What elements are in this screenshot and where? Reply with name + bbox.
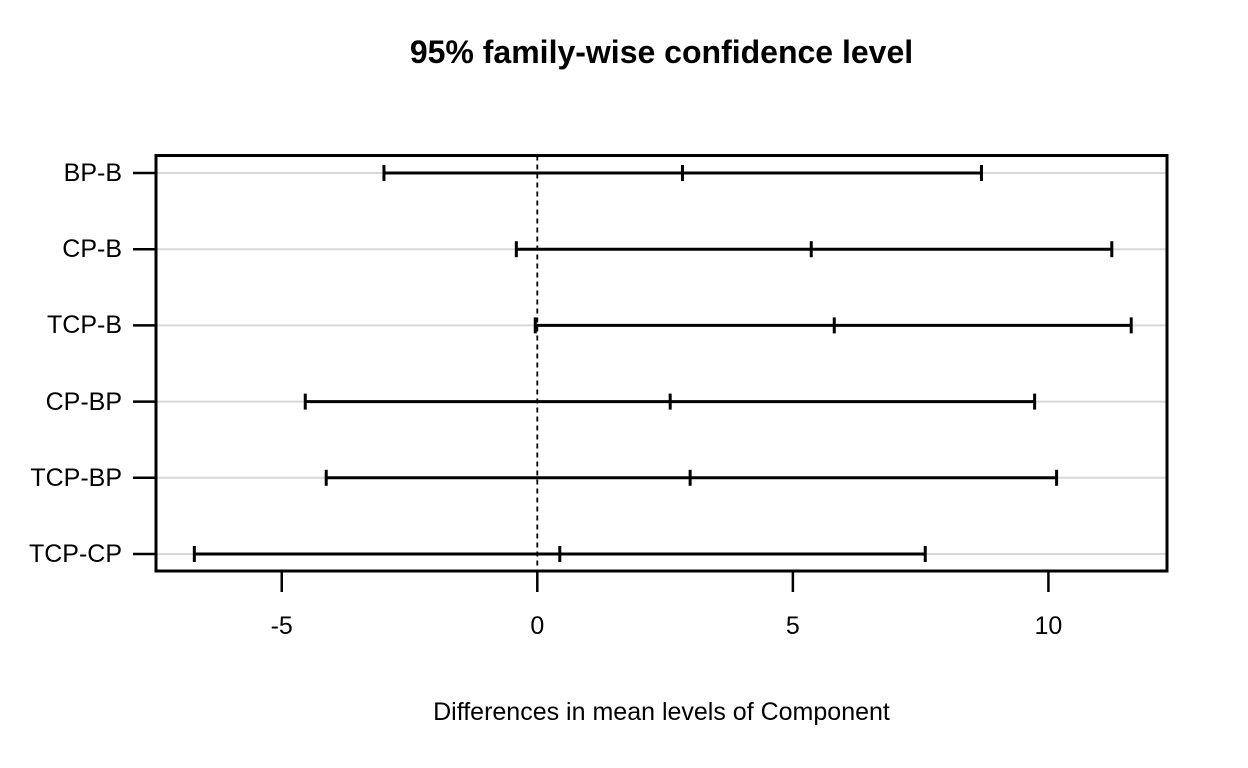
x-axis-tick-label-10: 10 — [1034, 612, 1063, 640]
y-axis-label-tcp-cp: TCP-CP — [28, 540, 122, 568]
x-axis-tick-label--5: -5 — [270, 612, 293, 640]
plot-box-border — [154, 154, 1169, 573]
x-axis-tick-label-5: 5 — [785, 612, 800, 640]
y-axis-label-tcp-b: TCP-B — [47, 311, 122, 340]
x-axis-tick-label-0: 0 — [530, 612, 545, 640]
y-axis-label-bp-b: BP-B — [63, 159, 122, 187]
x-axis-title: Differences in mean levels of Component — [433, 698, 890, 726]
y-axis-label-tcp-bp: TCP-BP — [30, 463, 122, 492]
y-axis-label-cp-b: CP-B — [62, 235, 122, 264]
chart-title: 95% family-wise confidence level — [409, 34, 914, 70]
y-axis-label-cp-bp: CP-BP — [45, 387, 122, 416]
